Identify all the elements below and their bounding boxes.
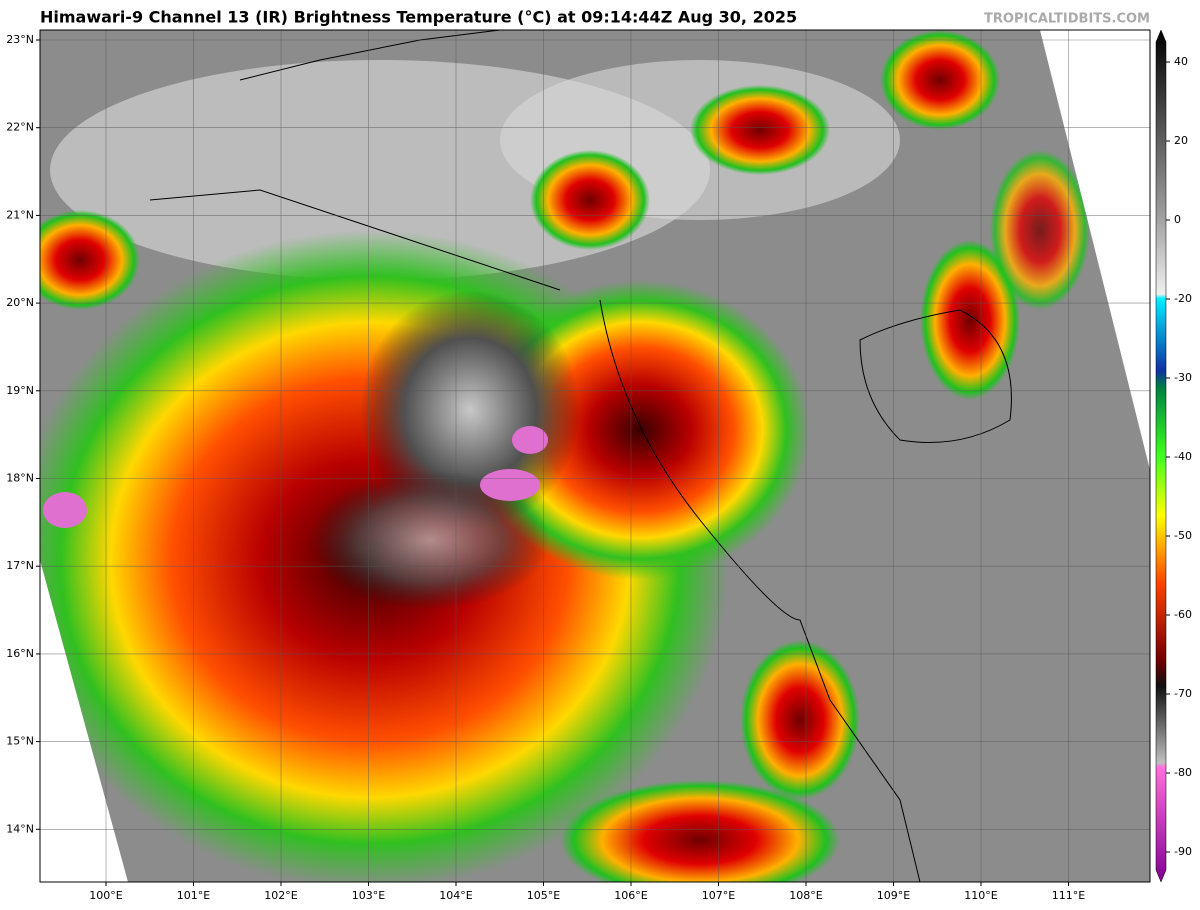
title: Himawari-9 Channel 13 (IR) Brightness Te… [40, 8, 797, 27]
satellite-image [40, 30, 1150, 882]
lon-label: 105°E [527, 889, 560, 902]
colorbar-label: -30 [1174, 371, 1192, 384]
lon-label: 103°E [352, 889, 385, 902]
colorbar-label: -80 [1174, 766, 1192, 779]
lat-label: 21°N [6, 208, 34, 221]
lon-label: 104°E [439, 889, 472, 902]
lat-label: 19°N [6, 384, 34, 397]
lon-label: 111°E [1052, 889, 1085, 902]
colorbar-label: -50 [1174, 529, 1192, 542]
lon-label: 106°E [614, 889, 647, 902]
lon-label: 110°E [964, 889, 997, 902]
lat-label: 17°N [6, 559, 34, 572]
lat-label: 15°N [6, 735, 34, 748]
colorbar-label: -40 [1174, 450, 1192, 463]
colorbar [1155, 29, 1167, 883]
colorbar-label: -70 [1174, 687, 1192, 700]
colorbar-label: -60 [1174, 608, 1192, 621]
graticule [40, 30, 1150, 882]
lat-label: 16°N [6, 647, 34, 660]
lat-label: 14°N [6, 822, 34, 835]
lon-label: 108°E [789, 889, 822, 902]
lon-label: 101°E [177, 889, 210, 902]
colorbar-label: -20 [1174, 292, 1192, 305]
watermark: TROPICALTIDBITS.COM [984, 12, 1150, 27]
lon-label: 100°E [89, 889, 122, 902]
colorbar-label: 0 [1174, 213, 1181, 226]
lat-label: 18°N [6, 472, 34, 485]
map-border [39, 29, 1151, 883]
colorbar-label: -90 [1174, 845, 1192, 858]
lat-label: 23°N [6, 33, 34, 46]
lon-label: 109°E [877, 889, 910, 902]
lat-label: 22°N [6, 121, 34, 134]
colorbar-label: 40 [1174, 55, 1188, 68]
lon-label: 102°E [264, 889, 297, 902]
lat-label: 20°N [6, 296, 34, 309]
colorbar-label: 20 [1174, 134, 1188, 147]
lon-label: 107°E [702, 889, 735, 902]
